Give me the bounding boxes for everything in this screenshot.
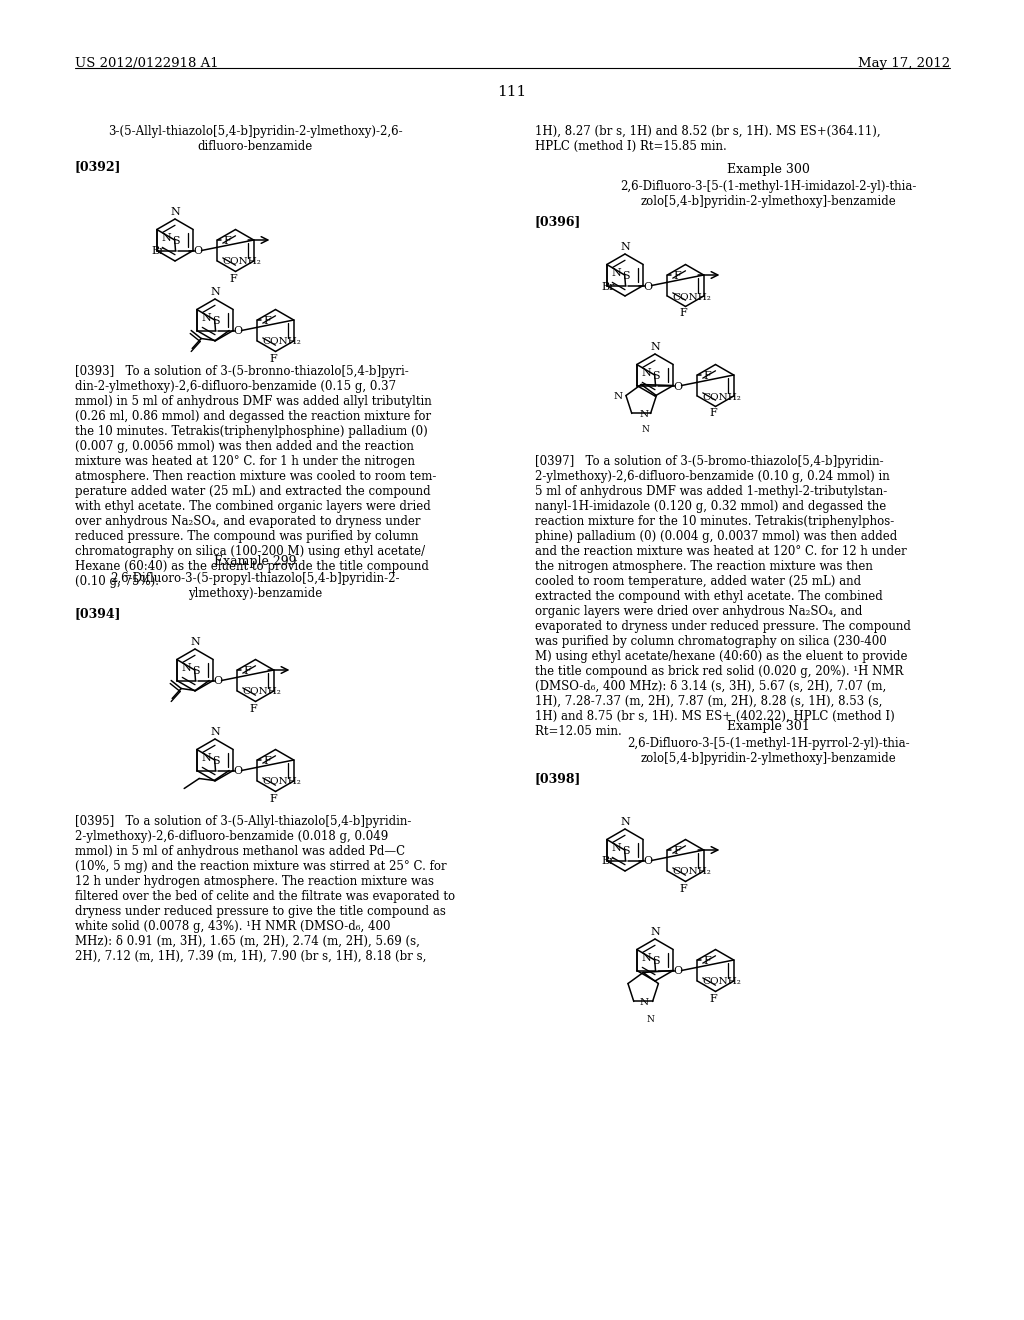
Text: F: F	[250, 704, 257, 714]
Text: N: N	[646, 1015, 654, 1024]
Text: O: O	[193, 247, 202, 256]
Text: F: F	[703, 956, 711, 966]
Text: F: F	[269, 793, 278, 804]
Text: S: S	[652, 371, 659, 381]
Text: [0397]   To a solution of 3-(5-bromo-thiazolo[5,4-b]pyridin-
2-ylmethoxy)-2,6-di: [0397] To a solution of 3-(5-bromo-thiaz…	[535, 455, 911, 738]
Text: F: F	[223, 236, 231, 246]
Text: O: O	[213, 676, 222, 686]
Text: Br: Br	[152, 247, 165, 256]
Text: F: F	[263, 315, 271, 326]
Text: F: F	[244, 667, 251, 676]
Text: O: O	[643, 281, 652, 292]
Text: F: F	[680, 309, 687, 318]
Text: N: N	[190, 638, 200, 647]
Text: F: F	[710, 408, 718, 418]
Text: S: S	[172, 236, 179, 246]
Text: F: F	[674, 846, 681, 855]
Text: [0395]   To a solution of 3-(5-Allyl-thiazolo[5,4-b]pyridin-
2-ylmethoxy)-2,6-di: [0395] To a solution of 3-(5-Allyl-thiaz…	[75, 814, 455, 964]
Text: Br: Br	[602, 857, 615, 866]
Text: [0393]   To a solution of 3-(5-bronno-thiazolo[5,4-b]pyri-
din-2-ylmethoxy)-2,6-: [0393] To a solution of 3-(5-bronno-thia…	[75, 366, 436, 587]
Text: N: N	[642, 953, 651, 962]
Text: HPLC (method I) Rt=15.85 min.: HPLC (method I) Rt=15.85 min.	[535, 140, 727, 153]
Text: CONH₂: CONH₂	[222, 257, 261, 267]
Text: CONH₂: CONH₂	[262, 338, 301, 346]
Text: F: F	[229, 273, 238, 284]
Text: Br: Br	[602, 281, 615, 292]
Text: N: N	[202, 752, 212, 763]
Text: CONH₂: CONH₂	[702, 978, 741, 986]
Text: 1H), 8.27 (br s, 1H) and 8.52 (br s, 1H). MS ES+(364.11),: 1H), 8.27 (br s, 1H) and 8.52 (br s, 1H)…	[535, 125, 881, 139]
Text: CONH₂: CONH₂	[673, 867, 712, 876]
Text: N: N	[202, 313, 212, 323]
Text: N: N	[650, 927, 659, 937]
Text: Example 301: Example 301	[727, 719, 809, 733]
Text: difluoro-benzamide: difluoro-benzamide	[198, 140, 312, 153]
Text: F: F	[710, 994, 718, 1003]
Text: 111: 111	[498, 84, 526, 99]
Text: [0392]: [0392]	[75, 160, 122, 173]
Text: S: S	[212, 315, 219, 326]
Text: N: N	[210, 727, 220, 737]
Text: 3-(5-Allyl-thiazolo[5,4-b]pyridin-2-ylmethoxy)-2,6-: 3-(5-Allyl-thiazolo[5,4-b]pyridin-2-ylme…	[108, 125, 402, 139]
Text: CONH₂: CONH₂	[702, 392, 741, 401]
Text: S: S	[622, 846, 630, 855]
Text: zolo[5,4-b]pyridin-2-ylmethoxy]-benzamide: zolo[5,4-b]pyridin-2-ylmethoxy]-benzamid…	[640, 752, 896, 766]
Text: CONH₂: CONH₂	[262, 777, 301, 787]
Text: [0394]: [0394]	[75, 607, 122, 620]
Text: N: N	[650, 342, 659, 352]
Text: O: O	[673, 381, 682, 392]
Text: S: S	[622, 271, 630, 281]
Text: 2,6-Difluoro-3-[5-(1-methyl-1H-imidazol-2-yl)-thia-: 2,6-Difluoro-3-[5-(1-methyl-1H-imidazol-…	[620, 180, 916, 193]
Text: N: N	[182, 663, 191, 673]
Text: [0398]: [0398]	[535, 772, 582, 785]
Text: 2,6-Difluoro-3-(5-propyl-thiazolo[5,4-b]pyridin-2-: 2,6-Difluoro-3-(5-propyl-thiazolo[5,4-b]…	[111, 572, 399, 585]
Text: CONH₂: CONH₂	[673, 293, 712, 301]
Text: S: S	[212, 756, 219, 766]
Text: N: N	[612, 268, 622, 277]
Text: N: N	[642, 368, 651, 378]
Text: F: F	[703, 371, 711, 381]
Text: Example 300: Example 300	[727, 162, 809, 176]
Text: Example 299: Example 299	[214, 554, 296, 568]
Text: O: O	[673, 966, 682, 977]
Text: S: S	[191, 667, 200, 676]
Text: CONH₂: CONH₂	[243, 688, 282, 697]
Text: N: N	[162, 232, 172, 243]
Text: zolo[5,4-b]pyridin-2-ylmethoxy]-benzamide: zolo[5,4-b]pyridin-2-ylmethoxy]-benzamid…	[640, 195, 896, 209]
Text: O: O	[232, 767, 242, 776]
Text: S: S	[652, 956, 659, 966]
Text: F: F	[680, 883, 687, 894]
Text: N: N	[612, 842, 622, 853]
Text: N: N	[613, 392, 623, 401]
Text: F: F	[269, 354, 278, 363]
Text: N: N	[639, 411, 648, 418]
Text: [0396]: [0396]	[535, 215, 582, 228]
Text: N: N	[621, 817, 630, 828]
Text: N: N	[621, 242, 630, 252]
Text: 2,6-Difluoro-3-[5-(1-methyl-1H-pyrrol-2-yl)-thia-: 2,6-Difluoro-3-[5-(1-methyl-1H-pyrrol-2-…	[627, 737, 909, 750]
Text: N: N	[170, 207, 180, 216]
Text: N: N	[210, 286, 220, 297]
Text: N: N	[642, 425, 649, 434]
Text: ylmethoxy)-benzamide: ylmethoxy)-benzamide	[187, 587, 323, 601]
Text: O: O	[232, 326, 242, 337]
Text: O: O	[643, 857, 652, 866]
Text: F: F	[263, 756, 271, 766]
Text: US 2012/0122918 A1: US 2012/0122918 A1	[75, 57, 219, 70]
Text: May 17, 2012: May 17, 2012	[858, 57, 950, 70]
Text: N: N	[639, 998, 648, 1007]
Text: F: F	[674, 271, 681, 281]
